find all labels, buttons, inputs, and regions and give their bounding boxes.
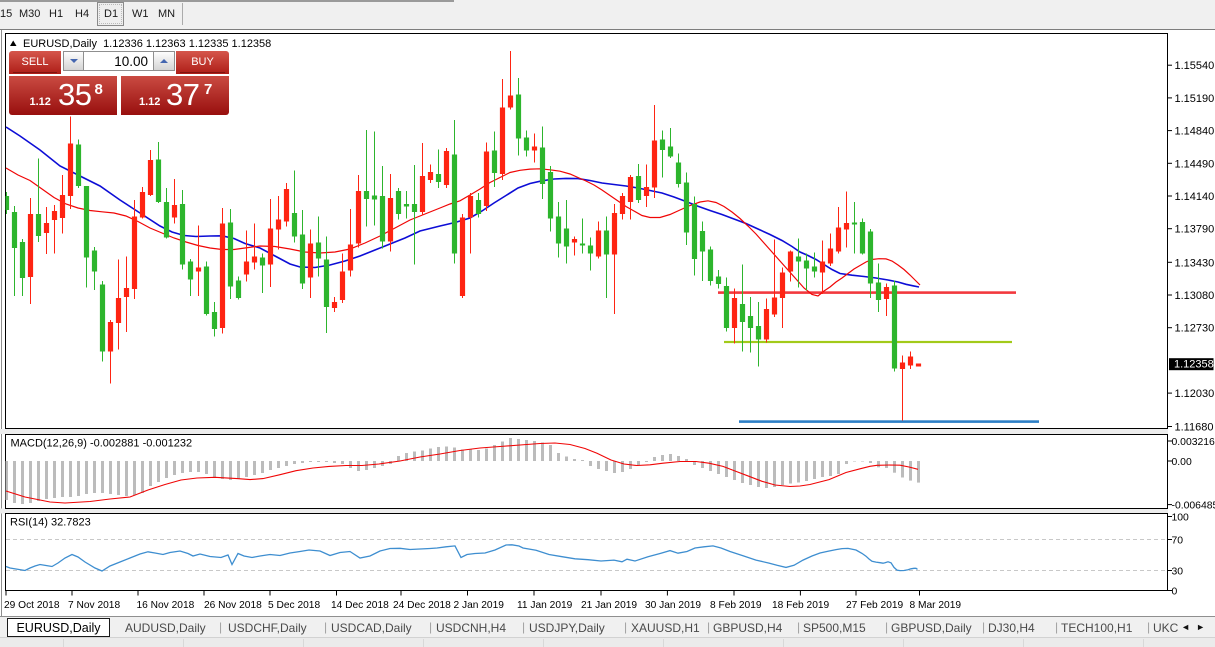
svg-text:8 Mar 2019: 8 Mar 2019 — [910, 600, 962, 611]
svg-text:-0.006485: -0.006485 — [1172, 500, 1215, 511]
svg-text:16 Nov 2018: 16 Nov 2018 — [137, 600, 195, 611]
svg-text:8 Feb 2019: 8 Feb 2019 — [710, 600, 762, 611]
svg-text:24 Dec 2018: 24 Dec 2018 — [393, 600, 451, 611]
svg-text:1.15190: 1.15190 — [1175, 93, 1215, 105]
svg-text:2 Jan 2019: 2 Jan 2019 — [454, 600, 505, 611]
svg-text:1.12730: 1.12730 — [1175, 323, 1215, 335]
svg-text:70: 70 — [1172, 535, 1184, 546]
svg-text:EURUSD,Daily 1.12336 1.12363: EURUSD,Daily 1.12336 1.12363 1.12335 1.1… — [23, 38, 271, 50]
svg-text:1.14490: 1.14490 — [1175, 158, 1215, 170]
svg-text:1.14140: 1.14140 — [1175, 191, 1215, 203]
svg-text:0.00: 0.00 — [1172, 457, 1192, 468]
svg-text:RSI(14) 32.7823: RSI(14) 32.7823 — [10, 517, 91, 529]
svg-text:0.003216: 0.003216 — [1172, 437, 1215, 448]
svg-text:0: 0 — [1172, 586, 1178, 597]
svg-text:1.12358: 1.12358 — [1174, 359, 1214, 371]
svg-text:30 Jan 2019: 30 Jan 2019 — [645, 600, 701, 611]
svg-text:18 Feb 2019: 18 Feb 2019 — [772, 600, 830, 611]
svg-text:1.13790: 1.13790 — [1175, 224, 1215, 236]
svg-text:100: 100 — [1172, 512, 1190, 523]
svg-text:1.12030: 1.12030 — [1175, 388, 1215, 400]
svg-text:5 Dec 2018: 5 Dec 2018 — [268, 600, 320, 611]
svg-text:1.11680: 1.11680 — [1175, 422, 1214, 434]
svg-text:30: 30 — [1172, 566, 1184, 577]
svg-text:1.14840: 1.14840 — [1175, 126, 1215, 138]
svg-text:11 Jan 2019: 11 Jan 2019 — [517, 600, 573, 611]
svg-text:27 Feb 2019: 27 Feb 2019 — [846, 600, 904, 611]
svg-text:MACD(12,26,9) -0.002881 -0.001: MACD(12,26,9) -0.002881 -0.001232 — [11, 438, 193, 450]
svg-text:29 Oct 2018: 29 Oct 2018 — [4, 600, 60, 611]
svg-text:7 Nov 2018: 7 Nov 2018 — [68, 600, 120, 611]
svg-text:14 Dec 2018: 14 Dec 2018 — [331, 600, 389, 611]
svg-text:26 Nov 2018: 26 Nov 2018 — [204, 600, 262, 611]
svg-text:1.15540: 1.15540 — [1175, 60, 1215, 72]
svg-text:1.13430: 1.13430 — [1175, 257, 1215, 269]
svg-text:1.13080: 1.13080 — [1175, 290, 1215, 302]
svg-text:21 Jan 2019: 21 Jan 2019 — [581, 600, 637, 611]
